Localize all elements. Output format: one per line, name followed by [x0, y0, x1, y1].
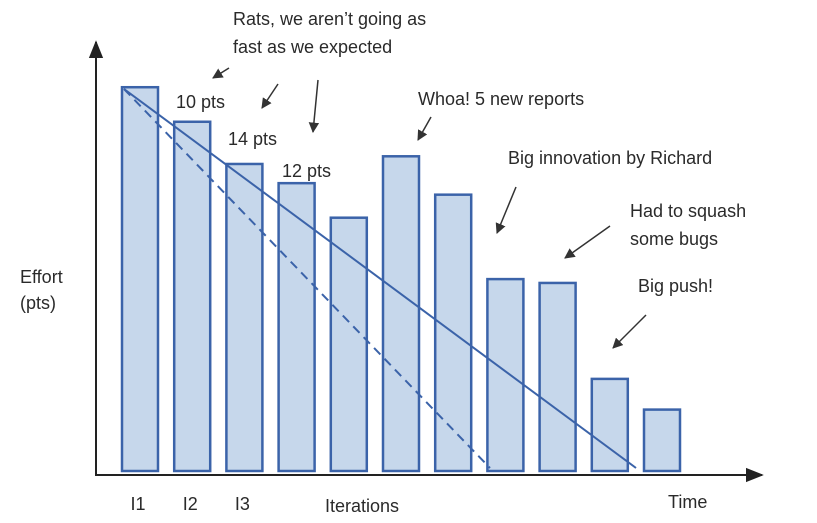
labels: I1 I2 I3 Effort (pts) Iterations Time Rats, we … [20, 9, 746, 516]
x-axis-label: Iterations [325, 496, 399, 516]
bar [329, 216, 369, 473]
annotation: 12 pts [282, 161, 331, 181]
annotation: Big push! [638, 276, 713, 296]
x-tick-label: I3 [235, 494, 250, 514]
annotation: Big innovation by Richard [508, 148, 712, 168]
y-axis-label: Effort [20, 267, 63, 287]
bar [172, 120, 212, 473]
arrow [417, 116, 432, 141]
annotation: fast as we expected [233, 37, 392, 57]
annotation-arrows [212, 67, 647, 349]
annotation: Had to squash [630, 201, 746, 221]
annotation: Rats, we aren’t going as [233, 9, 426, 29]
bars [120, 85, 682, 473]
arrow [564, 225, 611, 259]
bar [277, 181, 316, 473]
bar [642, 408, 682, 473]
bar [486, 277, 525, 473]
bar [538, 281, 577, 473]
y-axis-label: (pts) [20, 293, 56, 313]
arrow [308, 79, 320, 134]
arrow [612, 314, 647, 349]
annotation: 10 pts [176, 92, 225, 112]
bar [381, 155, 421, 473]
arrow [495, 186, 517, 234]
ideal-line [123, 88, 637, 469]
annotation: some bugs [630, 229, 718, 249]
annotation: Whoa! 5 new reports [418, 89, 584, 109]
x-tick-label: I2 [183, 494, 198, 514]
annotation: 14 pts [228, 129, 277, 149]
x-axis-end-label: Time [668, 492, 707, 512]
x-tick-label: I1 [130, 494, 145, 514]
arrow [212, 67, 230, 79]
bar [590, 377, 630, 473]
bar [120, 85, 160, 473]
projected-line [123, 88, 491, 469]
arrow [261, 83, 279, 109]
bar [225, 162, 264, 473]
